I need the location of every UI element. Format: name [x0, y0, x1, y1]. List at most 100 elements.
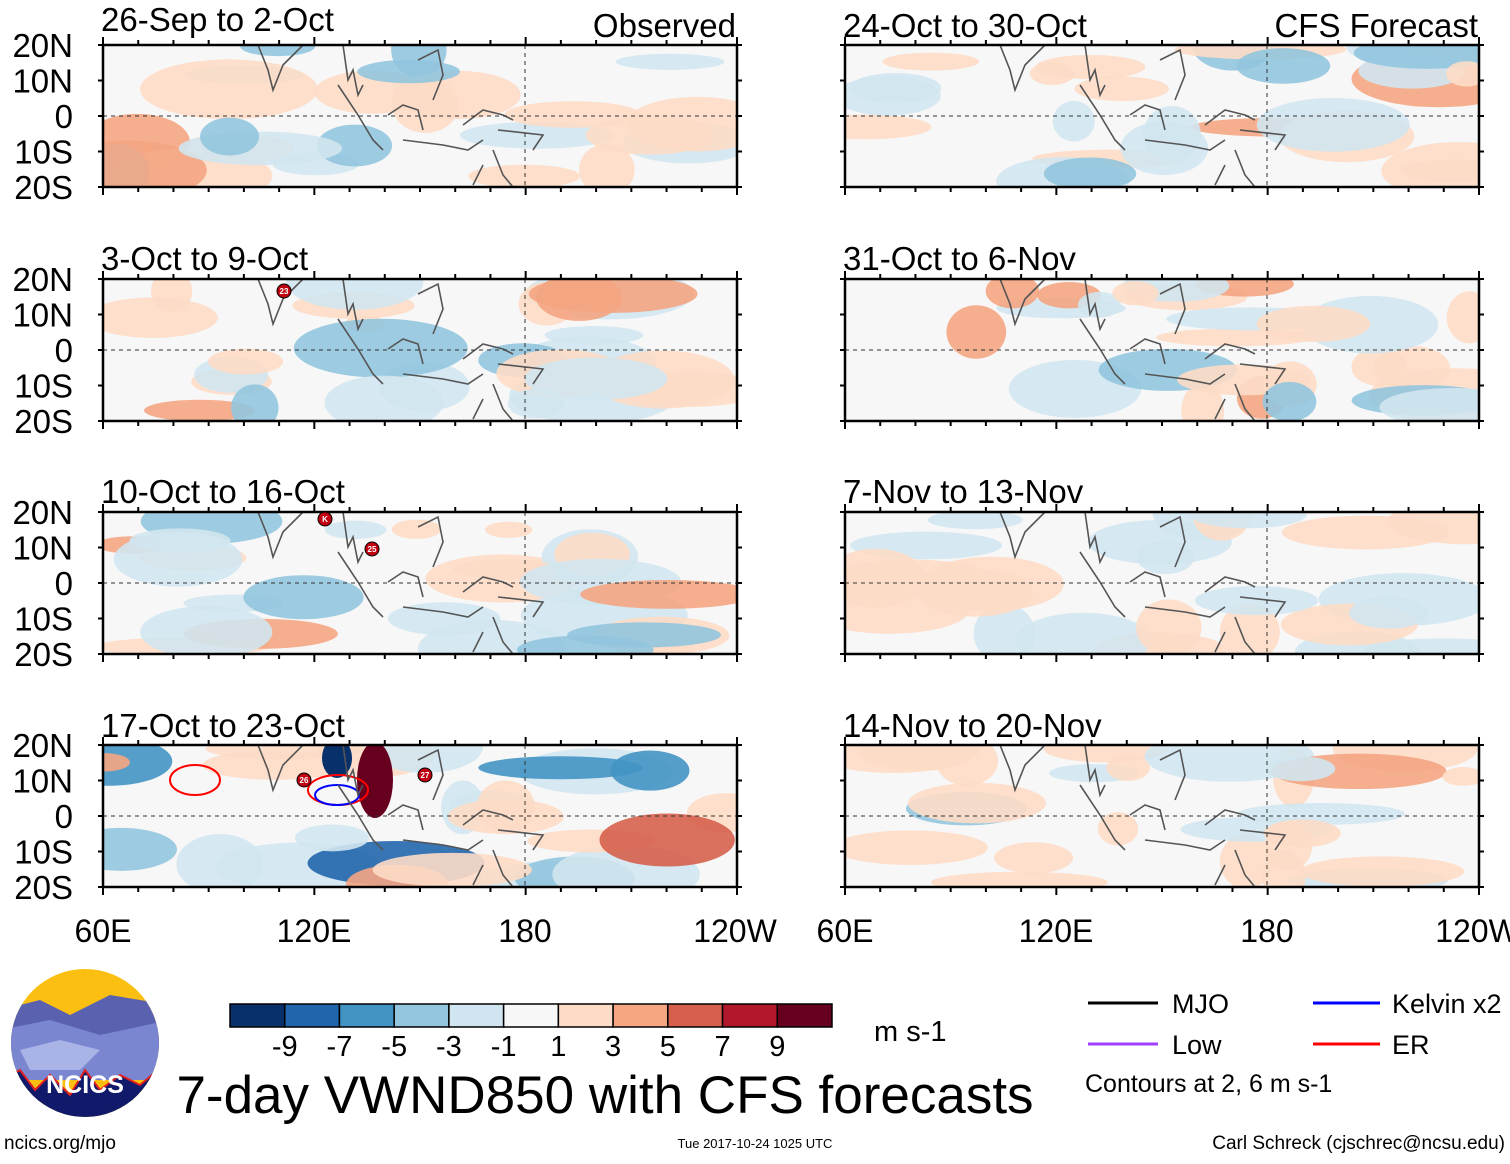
coastline	[999, 45, 1287, 187]
colorbar-label: 3	[605, 1031, 621, 1063]
colorbar: -9 -7 -5 -3 -1 1 3 5 7 9	[229, 1003, 833, 1063]
panel-title: 24-Oct to 30-Oct	[843, 7, 1087, 44]
panel-title: 26-Sep to 2-Oct	[101, 1, 334, 38]
lat-tick-label: 0	[55, 565, 73, 602]
lat-tick-label: 20S	[14, 636, 73, 673]
positive-anomaly	[357, 745, 393, 818]
negative-anomaly	[1379, 387, 1479, 421]
negative-anomaly	[1120, 121, 1209, 175]
colorbar-label: -5	[381, 1031, 407, 1063]
lat-tick-label: 0	[55, 332, 73, 369]
negative-anomaly	[1265, 756, 1336, 782]
map-panel	[840, 504, 1484, 662]
kelvin-contour	[314, 784, 360, 806]
colorbar-swatch	[393, 1003, 450, 1028]
map-panel: 26 27	[98, 737, 742, 895]
map-panel	[98, 37, 742, 195]
legend-note: Contours at 2, 6 m s-1	[1085, 1070, 1332, 1098]
lat-tick-label: 20S	[14, 169, 73, 206]
positive-anomaly	[103, 753, 130, 772]
colorbar-label: 1	[550, 1031, 566, 1063]
lat-tick-label: 20S	[14, 869, 73, 906]
legend-label-er: ER	[1392, 1030, 1430, 1060]
colorbar-label: 7	[714, 1031, 730, 1063]
lon-tick-label: 60E	[817, 913, 874, 949]
positive-anomaly	[208, 348, 284, 375]
positive-anomaly	[1219, 833, 1274, 887]
negative-anomaly	[316, 124, 393, 167]
negative-anomaly	[1087, 520, 1232, 565]
positive-anomaly	[579, 143, 635, 187]
positive-anomaly	[476, 780, 535, 834]
colorbar-swatch	[667, 1003, 724, 1028]
map-panel	[840, 737, 1484, 895]
legend-label-mjo: MJO	[1172, 989, 1229, 1019]
positive-anomaly	[391, 519, 442, 540]
positive-anomaly	[372, 852, 532, 887]
negative-anomaly	[1015, 612, 1152, 654]
lat-tick-label: 20N	[12, 727, 73, 764]
negative-anomaly	[140, 606, 273, 654]
colorbar-swatch	[338, 1003, 395, 1028]
positive-anomaly	[1097, 812, 1139, 846]
negative-anomaly	[387, 602, 501, 636]
positive-anomaly	[918, 569, 1034, 617]
website-link[interactable]: ncics.org/mjo	[4, 1133, 116, 1154]
positive-anomaly	[1381, 142, 1479, 187]
positive-anomaly	[468, 164, 581, 187]
forecast-label: CFS Forecast	[1274, 7, 1478, 44]
colorbar-swatch	[283, 1003, 341, 1028]
coastline	[257, 279, 545, 421]
positive-anomaly	[1035, 54, 1146, 80]
lat-tick-label: 20S	[14, 403, 73, 440]
positive-anomaly	[882, 52, 980, 71]
positive-anomaly	[485, 521, 533, 538]
storm-label: 23	[280, 287, 289, 296]
lat-tick-label: 0	[55, 98, 73, 135]
lat-tick-label: 10N	[12, 297, 73, 334]
map-panel	[840, 271, 1484, 429]
figure-title: 7-day VWND850 with CFS forecasts	[176, 1066, 1033, 1125]
colorbar-swatch	[612, 1003, 669, 1028]
negative-anomaly	[129, 528, 231, 554]
negative-anomaly	[615, 53, 725, 70]
legend-label-low: Low	[1172, 1030, 1222, 1060]
panel-title: 7-Nov to 13-Nov	[843, 473, 1084, 510]
positive-anomaly	[528, 279, 698, 313]
logo-text: NCICS	[46, 1071, 124, 1099]
storm-label: 27	[421, 771, 430, 780]
lat-tick-label: 10N	[12, 530, 73, 567]
map-panels: 23 K 25 26 27	[98, 37, 1484, 895]
negative-anomaly	[324, 375, 444, 421]
negative-anomaly	[231, 384, 279, 421]
negative-anomaly	[367, 745, 483, 773]
lon-tick-label: 180	[1240, 913, 1293, 949]
colorbar-swatch	[229, 1003, 286, 1028]
lon-tick-label: 120W	[693, 913, 777, 949]
negative-anomaly	[544, 326, 644, 345]
colorbar-label: -9	[272, 1031, 298, 1063]
lat-tick-label: 10S	[14, 601, 73, 638]
panel-title: 31-Oct to 6-Nov	[843, 240, 1076, 277]
negative-anomaly	[1262, 381, 1317, 421]
lon-tick-label: 60E	[75, 913, 132, 949]
lat-tick-label: 0	[55, 798, 73, 835]
positive-anomaly	[599, 813, 735, 867]
positive-anomaly	[1112, 281, 1159, 306]
colorbar-swatch	[557, 1003, 614, 1028]
colorbar-label: 5	[660, 1031, 676, 1063]
positive-anomaly	[935, 745, 999, 786]
lat-tick-label: 10S	[14, 834, 73, 871]
tropical-cyclone-marker: 23	[276, 283, 292, 299]
positive-anomaly	[946, 305, 1007, 359]
storm-label: 26	[300, 776, 309, 785]
coastline	[257, 745, 545, 887]
panel-title: 14-Nov to 20-Nov	[843, 707, 1102, 744]
negative-anomaly	[845, 76, 941, 116]
positive-anomaly	[985, 279, 1040, 309]
positive-anomaly	[1446, 291, 1479, 344]
lat-tick-label: 20N	[12, 27, 73, 64]
negative-anomaly	[1236, 48, 1331, 84]
positive-anomaly	[1219, 602, 1280, 654]
